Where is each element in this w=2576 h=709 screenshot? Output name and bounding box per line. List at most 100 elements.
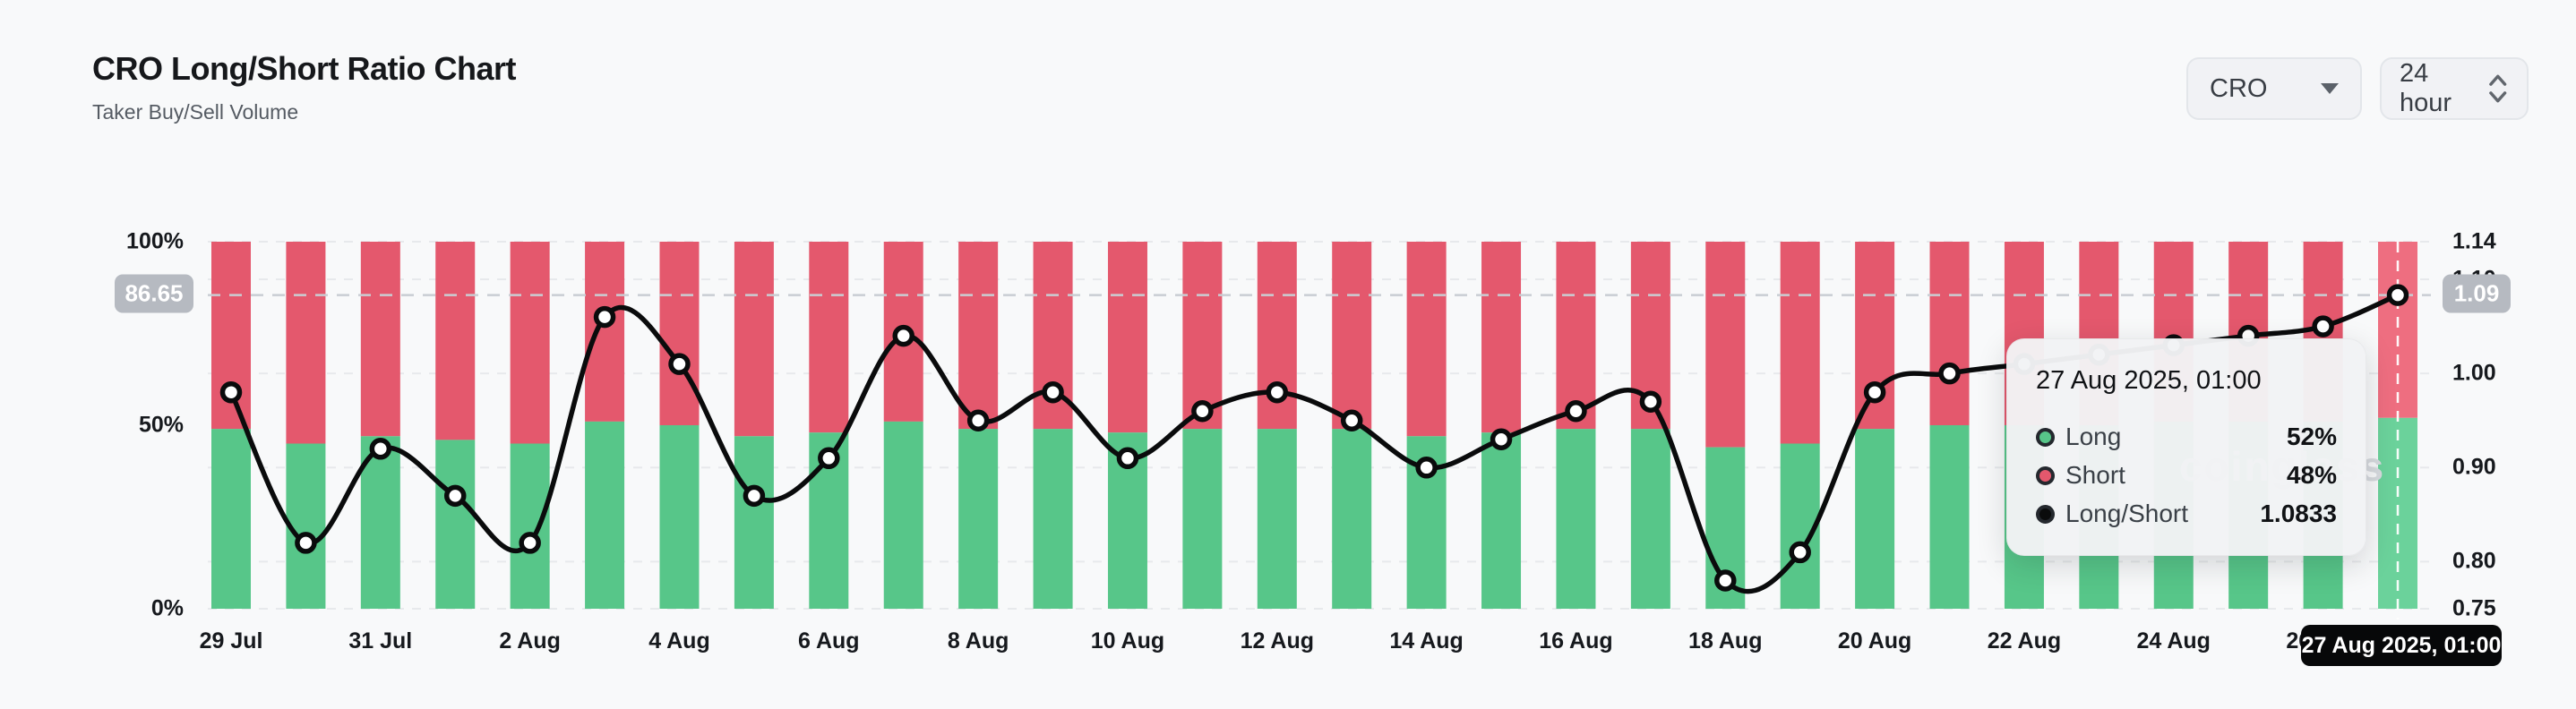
x-axis-tick: 31 Jul — [348, 628, 413, 653]
ratio-point-marker — [668, 353, 691, 375]
crosshair-right-value-badge: 1.09 — [2443, 274, 2511, 313]
page-title: CRO Long/Short Ratio Chart — [92, 50, 516, 87]
long-bar-segment[interactable] — [1182, 429, 1223, 609]
coin-select-dropdown[interactable]: CRO — [2186, 57, 2362, 120]
short-bar-segment[interactable] — [585, 242, 625, 422]
tooltip-long-value: 52% — [2286, 423, 2337, 450]
x-axis-tick: 29 Jul — [199, 628, 263, 653]
ratio-point-marker — [1789, 541, 1811, 564]
long-bar-segment[interactable] — [585, 421, 625, 609]
ratio-point-marker — [1340, 409, 1363, 431]
x-axis-tick: 4 Aug — [648, 628, 710, 653]
long-bar-segment[interactable] — [1855, 429, 1895, 609]
x-axis-tick: 12 Aug — [1240, 628, 1314, 653]
x-axis-tick: 22 Aug — [1987, 628, 2062, 653]
tooltip-ratio-label: Long/Short — [2065, 500, 2188, 527]
x-axis-tick: 24 Aug — [2136, 628, 2211, 653]
x-axis-tick: 18 Aug — [1688, 628, 1763, 653]
ratio-point-marker — [593, 305, 616, 329]
long-bar-segment[interactable] — [360, 436, 400, 609]
long-bar-segment[interactable] — [1332, 429, 1372, 609]
right-axis-tick: 0.75 — [2452, 595, 2496, 621]
short-bar-segment[interactable] — [1182, 242, 1223, 430]
ratio-point-marker — [743, 484, 766, 508]
x-axis-tick: 10 Aug — [1090, 628, 1165, 653]
ratio-point-marker — [2386, 284, 2409, 306]
ratio-point-marker — [1490, 428, 1513, 451]
short-bar-segment[interactable] — [435, 242, 476, 440]
ratio-point-marker — [1116, 447, 1139, 470]
long-bar-segment[interactable] — [883, 421, 923, 609]
ratio-point-marker — [1266, 380, 1289, 404]
ratio-point-marker — [1863, 380, 1886, 404]
short-bar-segment[interactable] — [1780, 242, 1820, 444]
ratio-point-marker — [443, 484, 467, 508]
short-bar-segment[interactable] — [1705, 242, 1746, 448]
ratio-point-marker — [219, 380, 243, 404]
long-bar-segment[interactable] — [958, 429, 999, 609]
short-bar-segment[interactable] — [1406, 242, 1447, 437]
short-bar-segment[interactable] — [286, 242, 326, 444]
interval-select-dropdown[interactable]: 24 hour — [2380, 57, 2529, 120]
long-bar-segment[interactable] — [1630, 429, 1670, 609]
x-axis-tick: 2 Aug — [499, 628, 561, 653]
x-axis-tick: 16 Aug — [1539, 628, 1613, 653]
tooltip-row-short: Short 48% — [2036, 457, 2337, 493]
long-bar-segment[interactable] — [211, 429, 251, 609]
left-axis-tick: 100% — [126, 228, 184, 254]
right-axis-tick: 1.14 — [2452, 228, 2496, 254]
coin-select-value: CRO — [2210, 73, 2268, 103]
long-legend-dot-icon — [2036, 427, 2055, 447]
x-axis-tick: 14 Aug — [1389, 628, 1464, 653]
short-bar-segment[interactable] — [659, 242, 700, 425]
long-bar-segment[interactable] — [1257, 429, 1297, 609]
short-bar-segment[interactable] — [510, 242, 550, 444]
ratio-point-marker — [1714, 569, 1737, 592]
long-bar-segment[interactable] — [1929, 425, 1970, 609]
tooltip-row-ratio: Long/Short 1.0833 — [2036, 496, 2337, 532]
long-bar-segment[interactable] — [734, 436, 774, 609]
ratio-point-marker — [519, 532, 541, 554]
short-bar-segment[interactable] — [1556, 242, 1596, 430]
tooltip-long-label: Long — [2065, 423, 2122, 450]
short-bar-segment[interactable] — [360, 242, 400, 437]
long-short-ratio-line — [228, 292, 2400, 594]
page-subtitle: Taker Buy/Sell Volume — [92, 100, 299, 124]
short-bar-segment[interactable] — [809, 242, 849, 433]
long-bar-segment[interactable] — [435, 440, 476, 609]
short-bar-segment[interactable] — [1107, 242, 1147, 433]
long-bar-segment[interactable] — [510, 443, 550, 610]
crosshair-date-pill: 27 Aug 2025, 01:00 — [2301, 625, 2502, 666]
short-bar-segment[interactable] — [1929, 242, 1970, 425]
right-axis-tick: 1.00 — [2452, 360, 2496, 386]
long-bar-segment[interactable] — [1556, 429, 1596, 609]
short-bar-segment[interactable] — [958, 242, 999, 430]
ratio-point-marker — [1042, 380, 1064, 404]
ratio-point-marker — [2312, 315, 2334, 337]
long-bar-segment[interactable] — [1033, 429, 1073, 609]
short-legend-dot-icon — [2036, 466, 2055, 485]
right-axis-tick: 0.80 — [2452, 548, 2496, 574]
x-axis-tick: 8 Aug — [947, 628, 1009, 653]
tooltip-short-value: 48% — [2286, 461, 2337, 489]
ratio-point-marker — [295, 532, 317, 554]
tooltip-short-label: Short — [2065, 461, 2125, 489]
ratio-point-marker — [1639, 390, 1662, 413]
chevron-down-icon — [2321, 83, 2339, 94]
chevron-up-down-icon — [2488, 74, 2506, 103]
ratio-point-marker — [1415, 457, 1438, 479]
ratio-point-marker — [966, 409, 990, 431]
short-bar-segment[interactable] — [1481, 242, 1522, 433]
tooltip-ratio-value: 1.0833 — [2260, 500, 2337, 527]
tooltip-date: 27 Aug 2025, 01:00 — [2036, 366, 2262, 395]
long-bar-segment[interactable] — [1481, 432, 1522, 609]
long-bar-segment[interactable] — [659, 425, 700, 609]
crosshair-left-value-badge: 86.65 — [115, 274, 193, 313]
ratio-point-marker — [1191, 399, 1214, 423]
short-bar-segment[interactable] — [734, 242, 774, 437]
chart-tooltip: 27 Aug 2025, 01:00 Long 52% Short 48% Lo… — [2006, 338, 2366, 556]
ratio-point-marker — [1938, 362, 1961, 385]
tooltip-row-long: Long 52% — [2036, 419, 2337, 455]
short-bar-segment[interactable] — [1332, 242, 1372, 430]
